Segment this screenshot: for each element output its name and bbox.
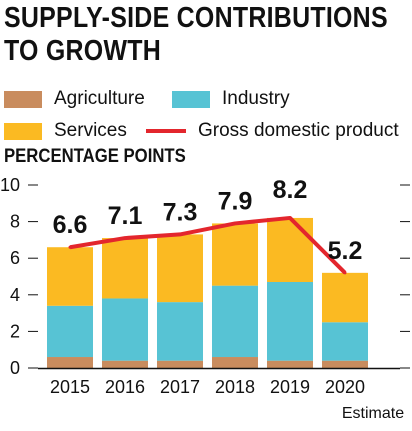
legend-label-industry: Industry <box>222 88 290 109</box>
y-tick-label-10: 10 <box>0 175 20 195</box>
bar-industry-2017 <box>157 302 203 361</box>
bar-agriculture-2016 <box>102 360 148 368</box>
y-tick-label-2: 2 <box>10 321 20 341</box>
bar-industry-2018 <box>212 285 258 358</box>
bar-industry-2020 <box>322 322 368 361</box>
bar-services-2017 <box>157 234 203 303</box>
data-label-2019: 8.2 <box>273 176 308 204</box>
y-tick-label-6: 6 <box>10 248 20 268</box>
point-gdp-2020 <box>343 271 347 275</box>
x-tick-sublabel-2020: Estimate <box>342 405 404 422</box>
point-gdp-2015 <box>68 245 72 249</box>
x-tick-label-2016: 2016 <box>105 377 145 397</box>
bar-services-2016 <box>102 238 148 299</box>
data-label-2020: 5.2 <box>328 237 363 265</box>
legend-swatch-industry <box>172 90 210 108</box>
x-tick-label-2019: 2019 <box>270 377 310 397</box>
y-tick-label-0: 0 <box>10 358 20 378</box>
data-label-2015: 6.6 <box>53 211 88 239</box>
bar-industry-2016 <box>102 298 148 361</box>
bar-services-2015 <box>47 247 93 306</box>
legend-swatch-agriculture <box>4 90 42 108</box>
x-tick-label-2020: 2020 <box>325 377 365 397</box>
legend-label-gdp: Gross domestic product <box>198 120 399 141</box>
legend-item-industry: Industry <box>172 88 290 110</box>
bar-agriculture-2017 <box>157 360 203 368</box>
bar-agriculture-2018 <box>212 357 258 368</box>
bar-services-2020 <box>322 272 368 323</box>
bar-services-2018 <box>212 223 258 286</box>
chart-title: SUPPLY-SIDE CONTRIBUTIONS TO GROWTH <box>4 2 388 68</box>
point-gdp-2019 <box>288 216 292 220</box>
point-gdp-2018 <box>233 221 237 225</box>
x-tick-label-2018: 2018 <box>215 377 255 397</box>
data-label-2018: 7.9 <box>218 187 253 215</box>
x-tick-label-2017: 2017 <box>160 377 200 397</box>
legend-item-services: Services <box>4 120 127 142</box>
bar-agriculture-2015 <box>47 357 93 368</box>
x-tick-label-2015: 2015 <box>50 377 90 397</box>
legend-swatch-services <box>4 122 42 140</box>
legend-label-agriculture: Agriculture <box>54 88 145 109</box>
chart-title-line-2: TO GROWTH <box>4 35 162 67</box>
point-gdp-2017 <box>178 232 182 236</box>
bar-services-2019 <box>267 217 313 282</box>
y-tick-label-8: 8 <box>10 212 20 232</box>
data-label-2017: 7.3 <box>163 198 198 226</box>
legend-item-agriculture: Agriculture <box>4 88 145 110</box>
bar-agriculture-2020 <box>322 360 368 368</box>
legend-label-services: Services <box>54 120 127 141</box>
point-gdp-2016 <box>123 236 127 240</box>
y-tick-label-4: 4 <box>10 285 20 305</box>
bar-agriculture-2019 <box>267 360 313 368</box>
bar-industry-2015 <box>47 305 93 358</box>
legend-swatch-gdp <box>146 129 186 133</box>
chart-title-line-1: SUPPLY-SIDE CONTRIBUTIONS <box>4 2 388 34</box>
line-gross-domestic-product <box>69 215 347 275</box>
y-axis-label: PERCENTAGE POINTS <box>4 146 186 167</box>
data-label-2016: 7.1 <box>108 202 143 230</box>
bar-industry-2019 <box>267 281 313 361</box>
legend-item-gdp: Gross domestic product <box>146 120 399 142</box>
